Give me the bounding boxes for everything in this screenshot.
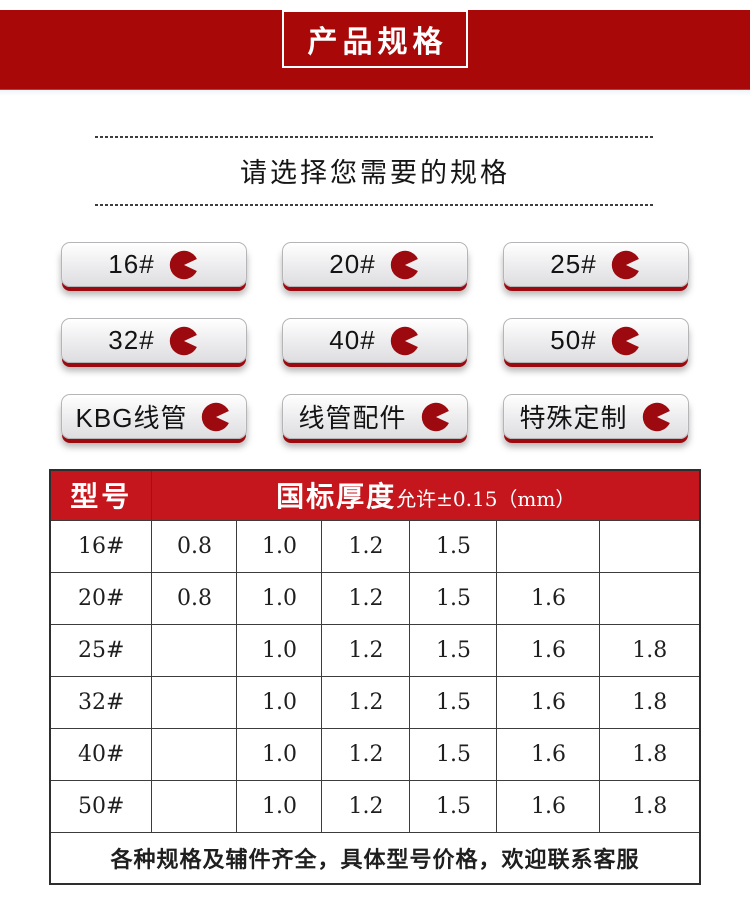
spec-button-label: 20# — [329, 249, 376, 279]
banner: 产品规格 — [0, 10, 750, 90]
product-spec-page: 产品规格 请选择您需要的规格 16# 20# 25# 32# 40# 50# — [0, 10, 750, 885]
value-cell: 1.5 — [409, 675, 498, 729]
spec-button-20[interactable]: 20# — [282, 242, 468, 287]
value-cell: 1.6 — [496, 779, 601, 833]
header-thickness: 国标厚度允许±0.15（mm） — [151, 469, 701, 521]
spec-button-conduit-fittings[interactable]: 线管配件 — [282, 394, 468, 439]
table-row: 25# 1.0 1.2 1.5 1.6 1.8 — [49, 623, 701, 677]
model-cell: 25# — [49, 623, 153, 677]
value-cell: 1.2 — [321, 519, 411, 573]
pie-icon — [420, 401, 452, 433]
value-cell: 1.0 — [236, 623, 323, 677]
value-cell: 1.0 — [236, 571, 323, 625]
value-cell: 1.5 — [409, 519, 498, 573]
spec-button-25[interactable]: 25# — [503, 242, 689, 287]
spec-button-label: 50# — [550, 325, 597, 355]
value-cell — [151, 623, 238, 677]
header-model: 型号 — [49, 469, 153, 521]
value-cell: 1.2 — [321, 623, 411, 677]
value-cell: 1.0 — [236, 675, 323, 729]
spec-button-custom[interactable]: 特殊定制 — [503, 394, 689, 439]
value-cell: 1.5 — [409, 571, 498, 625]
header-thickness-tolerance: 允许±0.15（mm） — [396, 487, 576, 512]
spec-button-grid: 16# 20# 25# 32# 40# 50# KBG线管 线管配件 — [61, 242, 689, 439]
spec-button-label: 40# — [329, 325, 376, 355]
dashed-divider-top — [95, 136, 655, 138]
spec-button-label: KBG线管 — [75, 403, 188, 433]
value-cell: 1.2 — [321, 779, 411, 833]
table-row: 50# 1.0 1.2 1.5 1.6 1.8 — [49, 779, 701, 833]
value-cell — [496, 519, 601, 573]
value-cell: 1.0 — [236, 727, 323, 781]
page-title: 产品规格 — [307, 26, 448, 59]
table-footer-row: 各种规格及辅件齐全，具体型号价格，欢迎联系客服 — [49, 831, 701, 885]
spec-button-kbg-conduit[interactable]: KBG线管 — [61, 394, 247, 439]
model-cell: 16# — [49, 519, 153, 573]
pie-icon — [389, 325, 421, 357]
pie-icon — [168, 249, 200, 281]
spec-button-16[interactable]: 16# — [61, 242, 247, 287]
value-cell — [599, 519, 701, 573]
spec-button-50[interactable]: 50# — [503, 318, 689, 363]
banner-fade — [0, 90, 750, 96]
spec-button-label: 25# — [550, 249, 597, 279]
value-cell: 1.2 — [321, 675, 411, 729]
value-cell: 1.0 — [236, 779, 323, 833]
value-cell — [599, 571, 701, 625]
pie-icon — [610, 249, 642, 281]
value-cell: 1.8 — [599, 675, 701, 729]
section-title: 请选择您需要的规格 — [240, 158, 510, 188]
model-cell: 20# — [49, 571, 153, 625]
model-cell: 50# — [49, 779, 153, 833]
value-cell: 1.5 — [409, 623, 498, 677]
spec-button-40[interactable]: 40# — [282, 318, 468, 363]
value-cell: 1.8 — [599, 727, 701, 781]
value-cell: 1.8 — [599, 623, 701, 677]
contact-note: 各种规格及辅件齐全，具体型号价格，欢迎联系客服 — [49, 831, 701, 885]
choose-section: 请选择您需要的规格 — [0, 136, 750, 206]
pie-icon — [168, 325, 200, 357]
dashed-divider-bottom — [95, 204, 655, 206]
spec-button-label: 特殊定制 — [519, 403, 628, 433]
model-cell: 32# — [49, 675, 153, 729]
value-cell: 1.6 — [496, 571, 601, 625]
header-thickness-main: 国标厚度 — [276, 481, 397, 513]
value-cell: 1.0 — [236, 519, 323, 573]
pie-icon — [200, 401, 232, 433]
table-row: 20# 0.8 1.0 1.2 1.5 1.6 — [49, 571, 701, 625]
value-cell: 1.2 — [321, 571, 411, 625]
banner-title-box: 产品规格 — [282, 10, 468, 68]
spec-button-label: 16# — [108, 249, 155, 279]
value-cell — [151, 675, 238, 729]
value-cell: 0.8 — [151, 571, 238, 625]
table-row: 16# 0.8 1.0 1.2 1.5 — [49, 519, 701, 573]
table-header-row: 型号 国标厚度允许±0.15（mm） — [49, 469, 701, 521]
pie-icon — [389, 249, 421, 281]
table-row: 32# 1.0 1.2 1.5 1.6 1.8 — [49, 675, 701, 729]
value-cell: 1.2 — [321, 727, 411, 781]
value-cell: 1.8 — [599, 779, 701, 833]
spec-button-label: 32# — [108, 325, 155, 355]
value-cell — [151, 727, 238, 781]
value-cell: 1.6 — [496, 727, 601, 781]
spec-table: 型号 国标厚度允许±0.15（mm） 16# 0.8 1.0 1.2 1.5 2… — [48, 469, 702, 885]
table-row: 40# 1.0 1.2 1.5 1.6 1.8 — [49, 727, 701, 781]
model-cell: 40# — [49, 727, 153, 781]
value-cell: 1.6 — [496, 675, 601, 729]
pie-icon — [610, 325, 642, 357]
value-cell: 0.8 — [151, 519, 238, 573]
value-cell: 1.6 — [496, 623, 601, 677]
spec-button-32[interactable]: 32# — [61, 318, 247, 363]
value-cell: 1.5 — [409, 727, 498, 781]
value-cell — [151, 779, 238, 833]
pie-icon — [641, 401, 673, 433]
value-cell: 1.5 — [409, 779, 498, 833]
spec-button-label: 线管配件 — [298, 403, 407, 433]
